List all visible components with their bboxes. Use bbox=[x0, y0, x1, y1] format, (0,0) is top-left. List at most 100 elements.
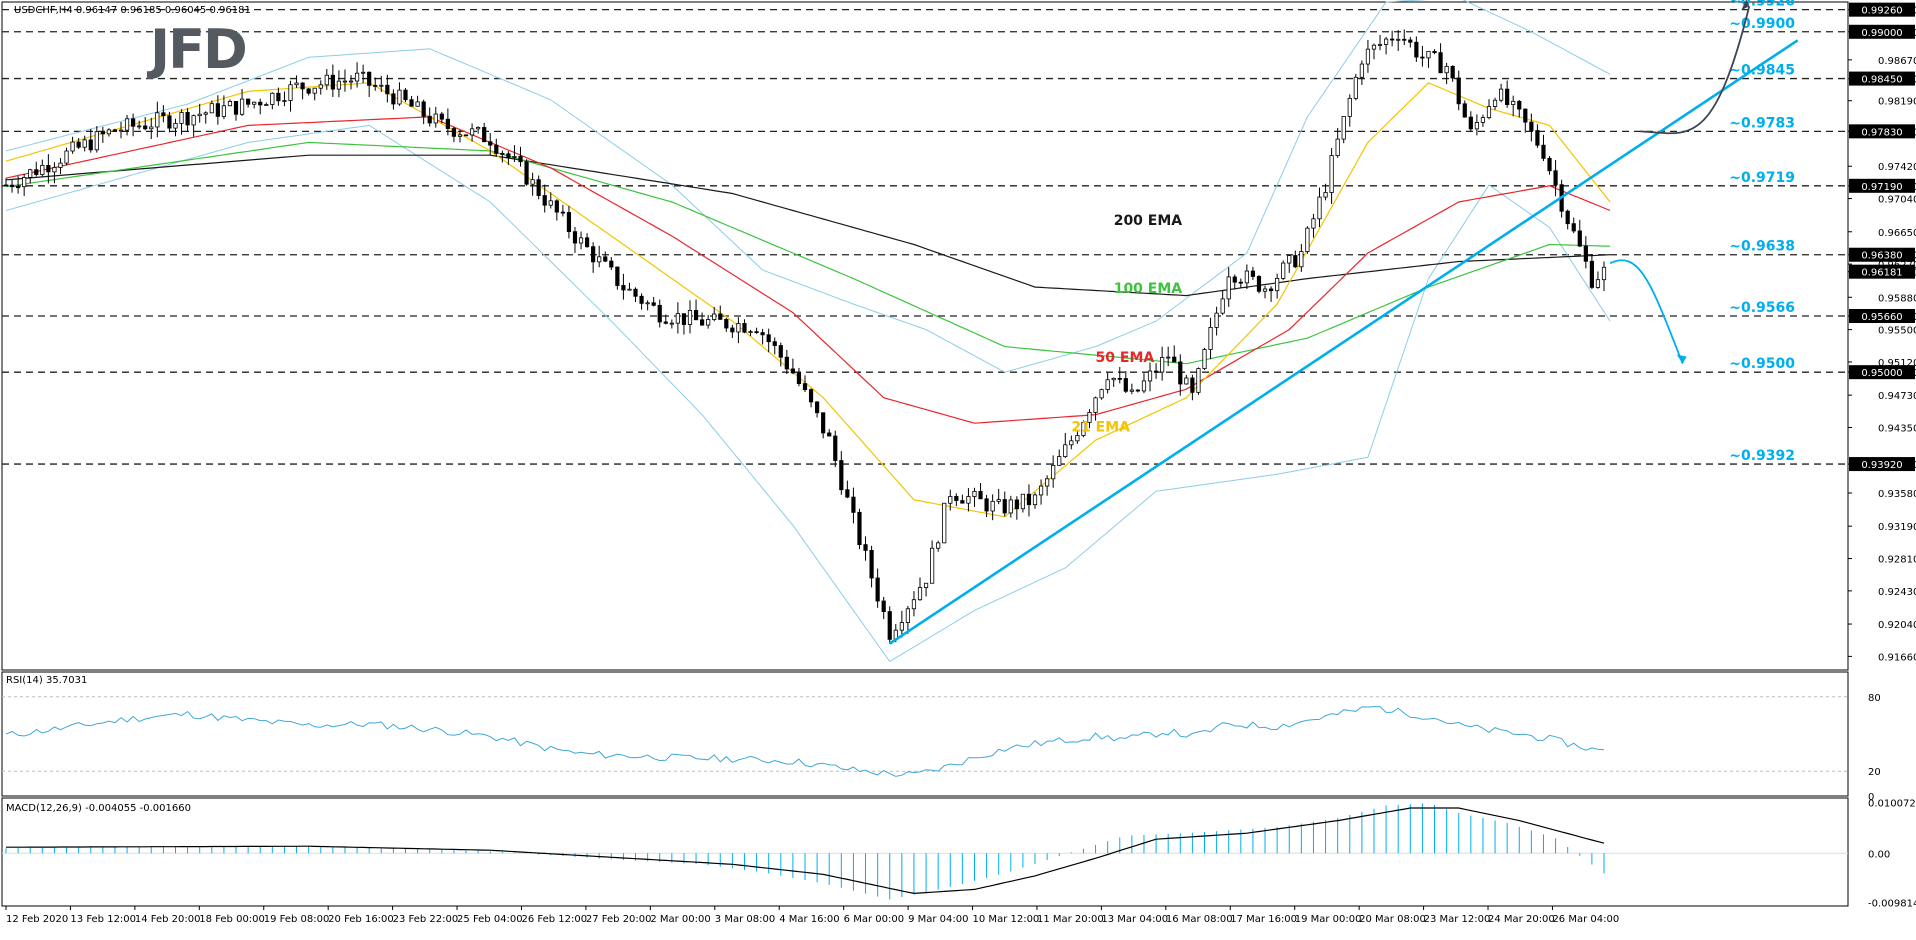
rsi-panel: 80 20 0 bbox=[2, 693, 1881, 803]
candle-body bbox=[1505, 88, 1510, 105]
price-tick-label: 0.95120 bbox=[1878, 358, 1916, 369]
candle-body bbox=[124, 118, 130, 131]
candle-body bbox=[469, 128, 475, 136]
candle-body bbox=[258, 101, 263, 106]
rsi-line bbox=[5, 706, 1605, 777]
ema-label: 21 EMA bbox=[1071, 420, 1130, 436]
candle-body bbox=[1329, 155, 1334, 193]
candle-body bbox=[1135, 389, 1141, 392]
level-tag bbox=[1849, 309, 1915, 324]
level-tag bbox=[1849, 2, 1915, 17]
candle-body bbox=[706, 319, 711, 326]
candle-body bbox=[712, 313, 717, 320]
candle-body bbox=[936, 542, 941, 549]
time-tick-label: 18 Feb 00:00 bbox=[199, 914, 265, 925]
candle-body bbox=[28, 169, 33, 178]
candle-body bbox=[100, 131, 105, 135]
price-panel: ~0.9926~0.9900~0.9845~0.9783~0.9719~0.96… bbox=[2, 0, 1848, 663]
candle-body bbox=[597, 256, 602, 263]
candle-body bbox=[960, 500, 965, 504]
candle-body bbox=[1426, 50, 1431, 59]
level-tag bbox=[1849, 247, 1915, 262]
candle-body bbox=[1244, 270, 1249, 284]
candle-body bbox=[1214, 312, 1219, 328]
candle-body bbox=[724, 319, 729, 329]
candle-body bbox=[536, 179, 541, 196]
scenario-down-arrowhead bbox=[1676, 354, 1687, 364]
rsi-tick-label: 0 bbox=[1868, 792, 1874, 803]
candle-body bbox=[506, 153, 511, 158]
candle-body bbox=[845, 489, 850, 498]
candle-body bbox=[221, 105, 227, 117]
macd-panel-frame bbox=[1, 797, 1849, 907]
candle-body bbox=[1069, 440, 1074, 446]
candle-body bbox=[1371, 44, 1377, 50]
candle-body bbox=[1444, 65, 1449, 74]
level-tag bbox=[1849, 365, 1915, 380]
level-tag-label: 0.95660 bbox=[1861, 312, 1902, 323]
time-tick-label: 19 Feb 08:00 bbox=[264, 914, 330, 925]
level-tag-label: 0.97830 bbox=[1861, 127, 1902, 138]
candle-body bbox=[1317, 196, 1322, 220]
candle-body bbox=[1020, 493, 1026, 510]
candle-body bbox=[361, 71, 366, 74]
candle-body bbox=[675, 313, 680, 324]
candle-body bbox=[161, 112, 166, 117]
candle-body bbox=[1462, 103, 1467, 118]
candle-body bbox=[1432, 50, 1437, 54]
candle-body bbox=[899, 622, 904, 631]
current-price-label: 0.96181 bbox=[1861, 268, 1902, 279]
candle-body bbox=[1353, 76, 1358, 99]
candle-body bbox=[1323, 192, 1328, 198]
candle-body bbox=[978, 490, 983, 500]
time-tick-label: 26 Mar 04:00 bbox=[1552, 914, 1619, 925]
candle-body bbox=[815, 401, 820, 414]
time-tick-label: 2 Mar 00:00 bbox=[650, 914, 710, 925]
candle-body bbox=[1172, 356, 1177, 363]
level-tag bbox=[1849, 457, 1915, 472]
candle-body bbox=[1281, 262, 1286, 279]
candle-body bbox=[633, 288, 638, 297]
price-panel-frame bbox=[1, 1, 1849, 671]
candle-body bbox=[1256, 276, 1262, 292]
candle-body bbox=[433, 113, 438, 124]
macd-header: MACD(12,26,9) -0.004055 -0.001660 bbox=[6, 803, 191, 814]
level-tag-label: 0.96380 bbox=[1861, 251, 1902, 262]
level-label: ~0.9900 bbox=[1729, 16, 1795, 32]
candle-body bbox=[246, 98, 251, 105]
time-tick-label: 16 Mar 08:00 bbox=[1166, 914, 1233, 925]
bollinger-upper-line bbox=[5, 0, 1611, 373]
candle-body bbox=[1063, 444, 1068, 458]
time-tick-label: 20 Feb 16:00 bbox=[328, 914, 394, 925]
candle-body bbox=[137, 125, 142, 128]
candle-body bbox=[3, 184, 9, 187]
candle-body bbox=[276, 92, 281, 102]
candle-body bbox=[1498, 88, 1504, 101]
candle-body bbox=[403, 89, 408, 101]
time-tick-label: 3 Mar 08:00 bbox=[715, 914, 775, 925]
candle-body bbox=[1166, 356, 1171, 359]
ema-label: 200 EMA bbox=[1114, 213, 1183, 229]
candle-body bbox=[427, 115, 432, 124]
candle-body bbox=[82, 139, 87, 148]
time-tick-label: 26 Feb 12:00 bbox=[521, 914, 587, 925]
candle-body bbox=[1099, 389, 1104, 399]
candle-body bbox=[839, 460, 844, 491]
candle-body bbox=[645, 302, 650, 305]
candle-body bbox=[972, 490, 977, 497]
candle-body bbox=[1220, 298, 1225, 314]
scenario-up-arrow bbox=[1640, 6, 1751, 135]
candle-body bbox=[354, 72, 360, 82]
price-axis: 0.99260 0.99000 0.98670 0.98450 0.98190 0.978… bbox=[1848, 2, 1916, 663]
candle-body bbox=[421, 101, 426, 117]
main-header: USDCHF,H4 0.96147 0.96185 0.96045 0.9618… bbox=[14, 5, 251, 16]
candle-body bbox=[754, 331, 759, 334]
ema-label: 100 EMA bbox=[1114, 281, 1183, 297]
candle-body bbox=[1038, 485, 1044, 496]
candle-body bbox=[917, 587, 923, 601]
candle-body bbox=[203, 112, 208, 115]
level-tag-label: 0.98450 bbox=[1861, 75, 1902, 86]
candle-body bbox=[336, 80, 342, 90]
